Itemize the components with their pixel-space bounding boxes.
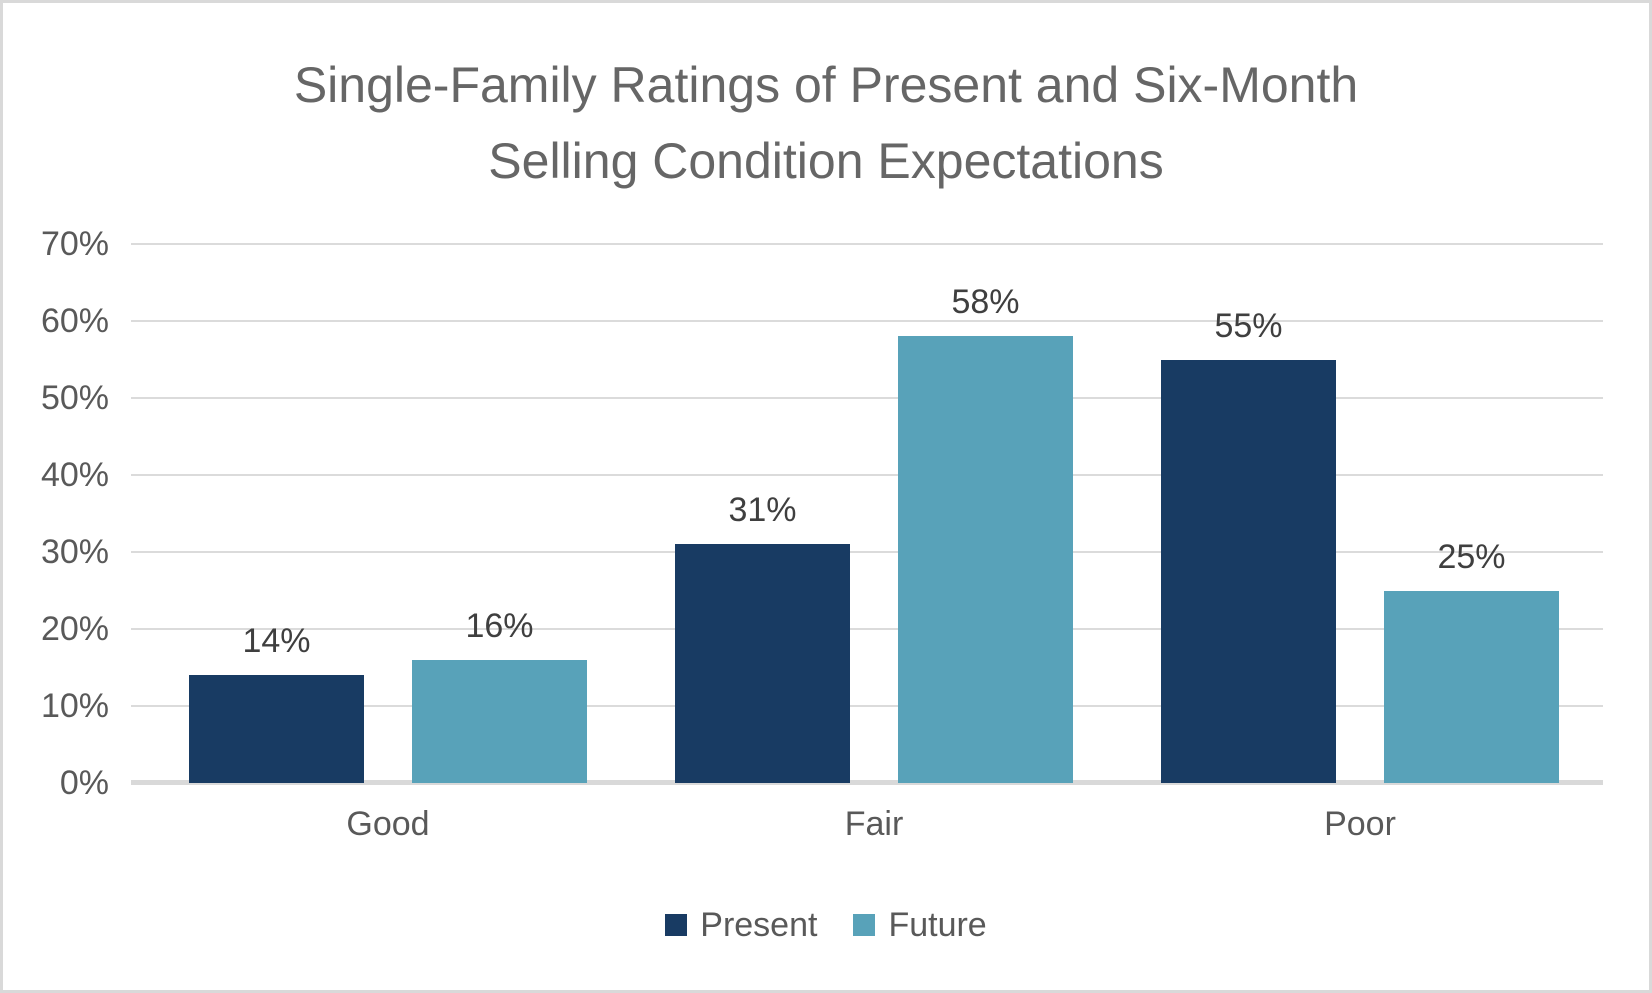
x-axis-label-fair: Fair bbox=[844, 805, 904, 843]
data-label-present-poor: 55% bbox=[1214, 306, 1283, 345]
y-tick-label: 60% bbox=[40, 302, 109, 340]
y-tick-label: 40% bbox=[40, 456, 109, 494]
x-axis-label-good: Good bbox=[346, 805, 430, 843]
bar-present-good bbox=[189, 675, 364, 783]
gridline bbox=[131, 551, 1603, 553]
gridline bbox=[131, 474, 1603, 476]
data-label-future-fair: 58% bbox=[951, 283, 1020, 322]
y-tick-label: 10% bbox=[40, 687, 109, 725]
y-tick-label: 70% bbox=[40, 225, 109, 263]
gridline bbox=[131, 397, 1603, 399]
legend-label-present: Present bbox=[700, 906, 818, 944]
y-tick-label: 50% bbox=[40, 379, 109, 417]
plot-area: 14% 16% 31% 58% 55% 25% bbox=[131, 243, 1603, 785]
x-axis-line bbox=[131, 780, 1603, 785]
data-label-present-fair: 31% bbox=[728, 491, 797, 530]
chart-title-line-1: Single-Family Ratings of Present and Six… bbox=[293, 57, 1359, 113]
y-tick-label: 30% bbox=[40, 533, 109, 571]
bar-future-good bbox=[412, 659, 587, 783]
chart-title-line-2: Selling Condition Expectations bbox=[488, 133, 1164, 189]
bar-future-poor bbox=[1384, 590, 1559, 783]
x-axis-label-poor: Poor bbox=[1324, 805, 1396, 843]
gridline bbox=[131, 243, 1603, 245]
gridline bbox=[131, 320, 1603, 322]
bar-present-fair bbox=[675, 544, 850, 783]
legend-swatch-present bbox=[665, 914, 688, 936]
bar-future-fair bbox=[898, 336, 1073, 783]
legend-label-future: Future bbox=[888, 906, 987, 944]
y-tick-label: 20% bbox=[40, 610, 109, 648]
y-axis-labels: 0% 10% 20% 30% 40% 50% 60% 70% bbox=[3, 3, 109, 990]
data-label-future-poor: 25% bbox=[1437, 537, 1506, 576]
data-label-present-good: 14% bbox=[242, 622, 311, 661]
y-tick-label: 0% bbox=[59, 764, 109, 802]
data-label-future-good: 16% bbox=[465, 606, 534, 645]
gridline bbox=[131, 705, 1603, 707]
bar-present-poor bbox=[1161, 359, 1336, 783]
legend-swatch-future bbox=[853, 914, 876, 936]
legend: Present Future bbox=[3, 906, 1649, 944]
legend-item-present: Present bbox=[665, 906, 817, 944]
gridline bbox=[131, 628, 1603, 630]
chart-title: Single-Family Ratings of Present and Six… bbox=[3, 47, 1649, 199]
legend-item-future: Future bbox=[853, 906, 987, 944]
